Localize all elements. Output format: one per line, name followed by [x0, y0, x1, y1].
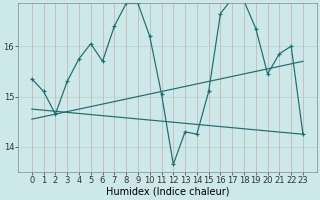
X-axis label: Humidex (Indice chaleur): Humidex (Indice chaleur)	[106, 187, 229, 197]
